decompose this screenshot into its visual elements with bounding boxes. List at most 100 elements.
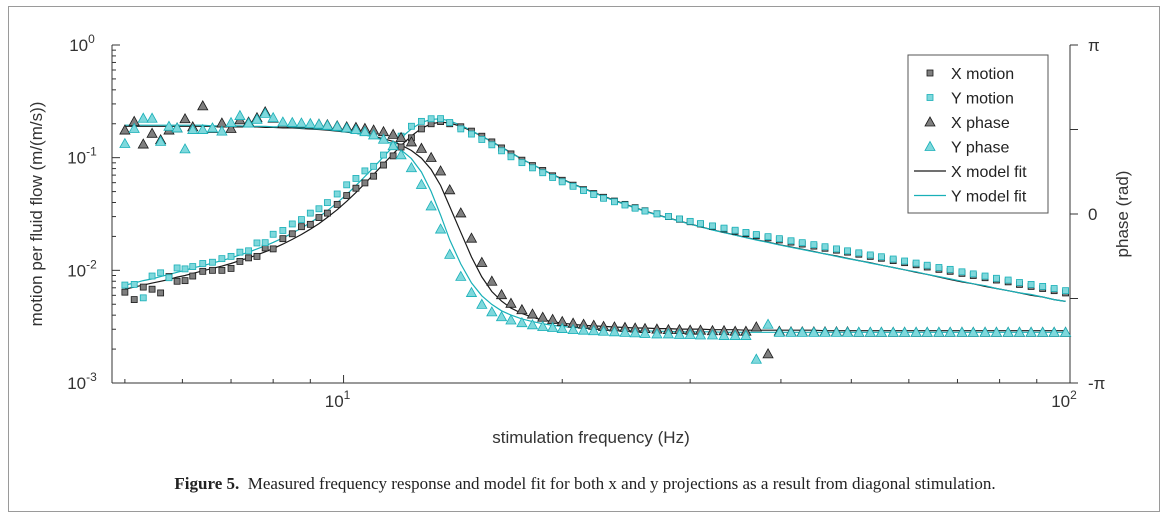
y-motion-point	[245, 247, 252, 255]
x-motion-point	[315, 214, 323, 221]
x-motion-point	[288, 230, 296, 238]
y-phase-point	[629, 327, 641, 338]
x-motion-point	[380, 161, 387, 169]
y-phase-point	[350, 123, 362, 134]
y-phase-point	[242, 117, 255, 128]
y-phase-point	[128, 122, 140, 133]
y-phase-point	[179, 143, 191, 154]
axes-group: 101 102 10-3 10-2 10-1 100 -π 0 π stimulation fre…	[27, 32, 1132, 447]
x-motion-point	[209, 266, 216, 274]
y-phase-point	[694, 329, 707, 340]
x-phase-point	[137, 138, 149, 149]
y-motion-point	[866, 251, 874, 259]
frequency-response-chart: 101 102 10-3 10-2 10-1 100 -π 0 π stimulation fre…	[27, 32, 1132, 447]
y-phase-point	[577, 324, 590, 335]
y-motion-point	[253, 239, 261, 247]
y-motion-point	[1050, 285, 1058, 292]
y-tick-label: 10-1	[67, 145, 97, 168]
x-phase-point	[434, 165, 447, 176]
figure-frame	[8, 6, 1160, 512]
y-phase-point	[864, 326, 876, 337]
x-phase-point	[146, 127, 158, 138]
y-motion-point	[165, 274, 173, 282]
y-motion-point	[569, 182, 577, 190]
y-phase-point	[830, 326, 843, 337]
y-phase-point	[673, 328, 686, 339]
y-phase-point	[718, 329, 730, 340]
y-phase-point	[286, 116, 298, 127]
legend-swatch-y-phase	[924, 140, 936, 151]
y-phase-point	[729, 329, 741, 340]
y-phase-point	[990, 326, 1003, 337]
legend-swatch-x-phase	[924, 116, 936, 127]
x-phase-point	[526, 308, 539, 319]
y-phase-point	[495, 310, 508, 322]
y-phase-point	[387, 139, 399, 151]
y-motion-point	[478, 136, 486, 143]
y-motion-point	[590, 191, 598, 199]
y-motion-point	[298, 216, 305, 224]
y-phase-point	[979, 326, 991, 337]
y-motion-point	[946, 265, 954, 273]
y-phase-point	[773, 326, 786, 337]
caption-label: Figure 5.	[174, 474, 240, 493]
x-phase-point	[387, 128, 399, 139]
y-motion-point	[457, 125, 465, 133]
y-phase-point	[516, 316, 528, 328]
x-phase-point	[425, 151, 437, 162]
y-motion-point	[279, 227, 287, 234]
y2-tick-label: 0	[1088, 205, 1097, 224]
y-motion-point	[775, 235, 783, 243]
y-motion-point	[958, 268, 966, 276]
y-motion-point	[468, 130, 475, 138]
y-motion-point	[787, 237, 795, 245]
x-motion-point	[389, 152, 397, 160]
y-motion-point	[1027, 281, 1035, 288]
y-motion-point	[993, 274, 1000, 282]
x-motion-point	[218, 266, 226, 274]
x-motion-point	[279, 235, 287, 243]
y-phase-point	[933, 326, 945, 337]
y-motion-point	[333, 190, 341, 198]
y-phase-point	[750, 353, 763, 364]
y-motion-point	[580, 187, 587, 195]
x-phase-point	[516, 303, 528, 315]
y-motion-point	[889, 255, 897, 263]
x-phase-point	[225, 122, 237, 133]
x-motion-point	[418, 125, 425, 133]
y-phase-point	[785, 326, 797, 337]
y-phase-point	[853, 326, 865, 337]
y-phase-point	[1036, 326, 1049, 337]
y-motion-point	[742, 229, 750, 236]
y-motion-point	[558, 178, 566, 186]
y-phase-point	[154, 135, 167, 146]
y-phase-point	[163, 120, 175, 131]
y-phase-point	[267, 111, 279, 123]
y2-axis-label: phase (rad)	[1113, 171, 1132, 258]
markers-group	[119, 100, 1072, 364]
y-phase-point	[505, 314, 517, 325]
y-motion-point	[148, 272, 156, 280]
x-tick-label: 101	[325, 388, 351, 411]
y-motion-point	[935, 264, 943, 271]
y-phase-point	[875, 326, 888, 337]
y-motion-point	[981, 272, 989, 280]
y-motion-point	[798, 239, 806, 247]
figure-caption: Figure 5. Measured frequency response an…	[0, 474, 1170, 494]
y-motion-point	[641, 207, 649, 215]
x-motion-point	[333, 200, 341, 208]
x-phase-point	[495, 288, 508, 300]
y-motion-point	[877, 253, 885, 261]
y-phase-point	[395, 149, 407, 160]
y-motion-point	[901, 257, 909, 265]
y-phase-point	[651, 328, 663, 339]
y-motion-point	[288, 220, 296, 228]
y-phase-point	[146, 112, 158, 123]
y-phase-point	[597, 325, 610, 336]
y-motion-point	[236, 248, 244, 256]
y-motion-point	[855, 249, 863, 257]
x-motion-point	[173, 277, 181, 285]
y-phase-point	[796, 326, 808, 337]
y-motion-point	[1062, 287, 1069, 295]
legend-label: X motion	[951, 66, 1014, 83]
